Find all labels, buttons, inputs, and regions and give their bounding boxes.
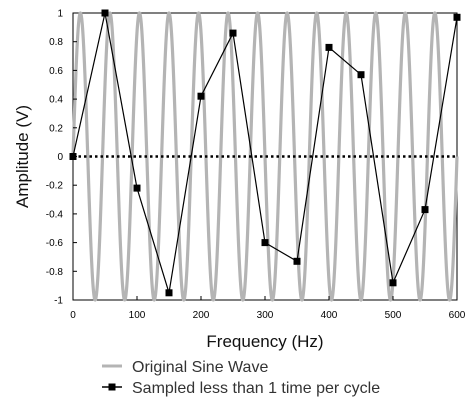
y-tick-label: 0.8 bbox=[49, 37, 63, 48]
y-tick-label: -1 bbox=[54, 296, 63, 307]
y-tick-label: 0.2 bbox=[49, 123, 63, 134]
y-tick-label: 0.4 bbox=[49, 95, 63, 106]
x-tick-label: 200 bbox=[193, 310, 210, 321]
sampled-point bbox=[165, 289, 173, 297]
y-tick-label: 0.6 bbox=[49, 66, 63, 77]
sampled-point bbox=[197, 92, 205, 100]
sampled-point bbox=[101, 9, 109, 17]
x-tick-label: 300 bbox=[257, 310, 274, 321]
sampled-point bbox=[357, 71, 365, 79]
sampled-point bbox=[261, 239, 269, 247]
legend: Original Sine Wave Sampled less than 1 t… bbox=[102, 359, 380, 397]
sampled-point bbox=[325, 43, 333, 51]
y-tick-label: -0.2 bbox=[46, 181, 64, 192]
x-axis-title: Frequency (Hz) bbox=[206, 332, 323, 351]
sampled-point bbox=[389, 279, 397, 287]
sampled-point bbox=[229, 29, 237, 37]
legend-label-original-sine-wave: Original Sine Wave bbox=[132, 359, 268, 376]
y-tick-label: -0.8 bbox=[46, 267, 64, 278]
x-tick-label: 500 bbox=[385, 310, 402, 321]
x-tick-label: 100 bbox=[129, 310, 146, 321]
sampled-point bbox=[133, 184, 141, 192]
y-tick-label: -0.4 bbox=[46, 209, 64, 220]
sampled-point bbox=[453, 13, 461, 21]
sampled-point bbox=[421, 206, 429, 214]
y-tick-label: 1 bbox=[57, 9, 63, 20]
x-axis-ticks: 0 100 200 300 400 500 600 bbox=[70, 296, 466, 321]
legend-marker-sampled-series bbox=[108, 383, 116, 391]
sampled-point bbox=[293, 257, 301, 265]
x-tick-label: 0 bbox=[70, 310, 76, 321]
x-tick-label: 400 bbox=[321, 310, 338, 321]
legend-label-sampled-series: Sampled less than 1 time per cycle bbox=[132, 380, 380, 397]
y-tick-label: -0.6 bbox=[46, 238, 64, 249]
y-tick-label: 0 bbox=[57, 152, 63, 163]
y-axis-title: Amplitude (V) bbox=[13, 105, 32, 208]
sampled-series-layer bbox=[69, 9, 461, 297]
x-tick-label: 600 bbox=[449, 310, 466, 321]
y-axis-ticks: 1 0.8 0.6 0.4 0.2 0 -0.2 -0.4 -0.6 -0.8 -1 bbox=[46, 9, 77, 307]
